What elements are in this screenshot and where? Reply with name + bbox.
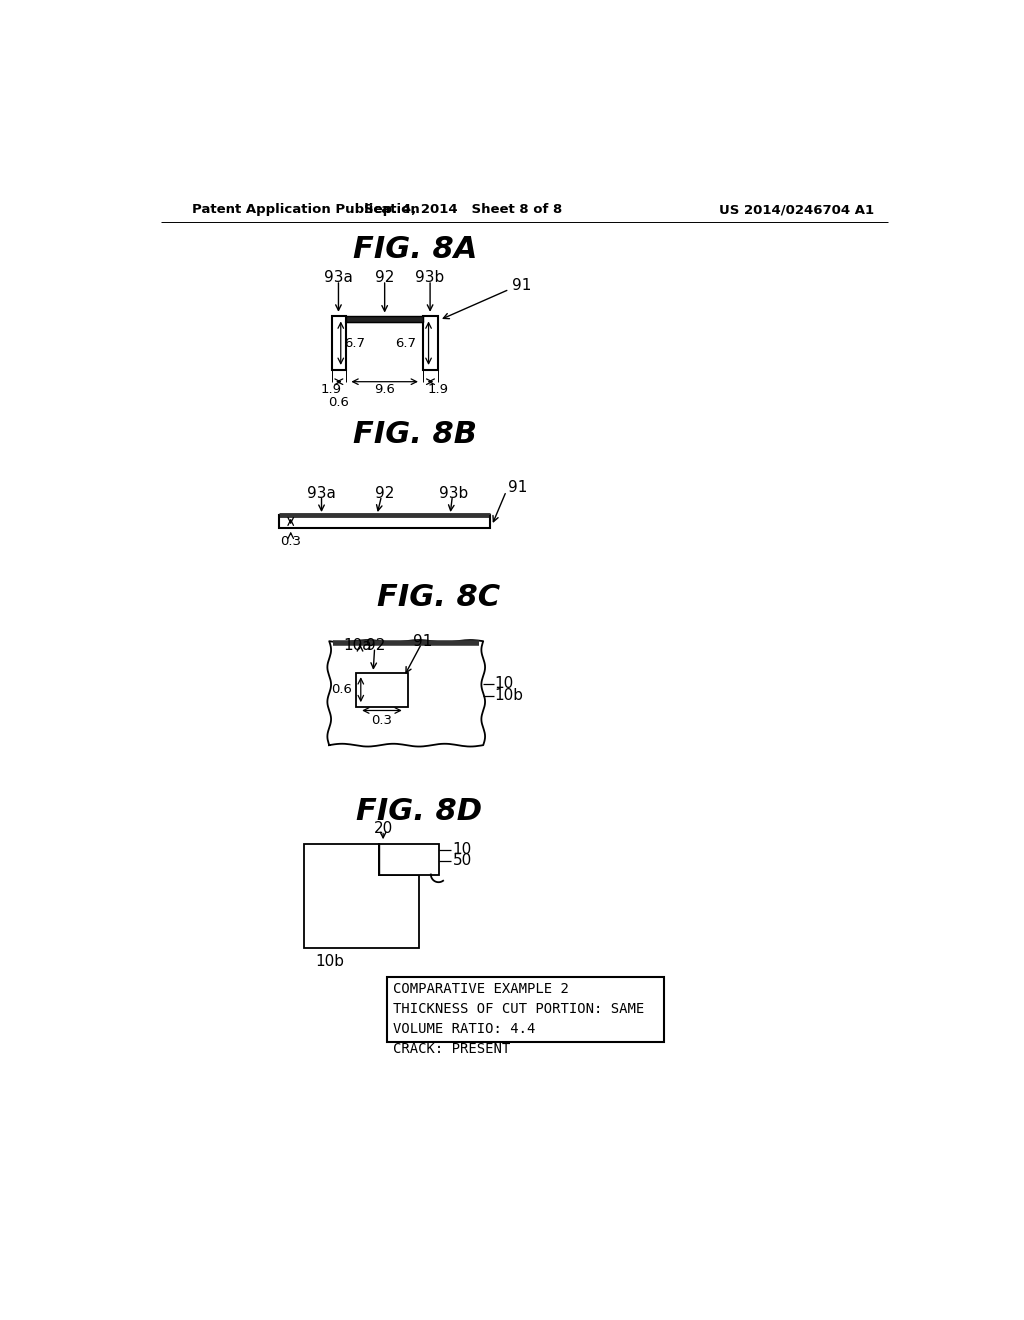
- Bar: [356, 673, 408, 706]
- Bar: [280, 515, 490, 528]
- Text: 10b: 10b: [495, 688, 523, 704]
- Polygon shape: [332, 317, 438, 370]
- Text: 10b: 10b: [315, 954, 344, 969]
- Text: FIG. 8B: FIG. 8B: [353, 420, 477, 449]
- Text: 6.7: 6.7: [344, 337, 365, 350]
- Text: 93b: 93b: [416, 271, 444, 285]
- Text: 91: 91: [508, 480, 527, 495]
- Bar: [387, 977, 665, 1043]
- Polygon shape: [379, 843, 438, 875]
- Text: 0.3: 0.3: [372, 714, 392, 727]
- Text: 0.6: 0.6: [332, 684, 352, 696]
- Text: Patent Application Publication: Patent Application Publication: [193, 203, 420, 216]
- Text: 20: 20: [374, 821, 393, 836]
- Text: 91: 91: [414, 634, 433, 648]
- Text: 6.7: 6.7: [395, 337, 416, 350]
- Text: 0.6: 0.6: [329, 396, 349, 409]
- Polygon shape: [304, 843, 419, 948]
- Text: 1.9: 1.9: [322, 383, 342, 396]
- Polygon shape: [346, 317, 423, 322]
- Text: 50: 50: [453, 853, 472, 869]
- Text: 9.6: 9.6: [374, 383, 395, 396]
- Text: FIG. 8D: FIG. 8D: [356, 797, 482, 826]
- Text: 92: 92: [366, 638, 385, 652]
- Text: FIG. 8C: FIG. 8C: [377, 583, 500, 611]
- Text: 10a: 10a: [343, 638, 372, 652]
- Text: 0.3: 0.3: [281, 535, 301, 548]
- Text: COMPARATIVE EXAMPLE 2
THICKNESS OF CUT PORTION: SAME
VOLUME RATIO: 4.4
CRACK: PR: COMPARATIVE EXAMPLE 2 THICKNESS OF CUT P…: [393, 982, 644, 1056]
- Text: 93a: 93a: [324, 271, 353, 285]
- Text: 92: 92: [375, 271, 394, 285]
- Text: 92: 92: [375, 486, 394, 500]
- Text: 1.9: 1.9: [427, 383, 449, 396]
- Text: Sep. 4, 2014   Sheet 8 of 8: Sep. 4, 2014 Sheet 8 of 8: [365, 203, 562, 216]
- Text: US 2014/0246704 A1: US 2014/0246704 A1: [719, 203, 874, 216]
- Text: 10: 10: [495, 676, 514, 692]
- Text: 10: 10: [453, 842, 472, 858]
- Text: 91: 91: [512, 279, 531, 293]
- Text: 93a: 93a: [307, 486, 336, 500]
- Text: 93b: 93b: [439, 486, 469, 500]
- Text: FIG. 8A: FIG. 8A: [353, 235, 477, 264]
